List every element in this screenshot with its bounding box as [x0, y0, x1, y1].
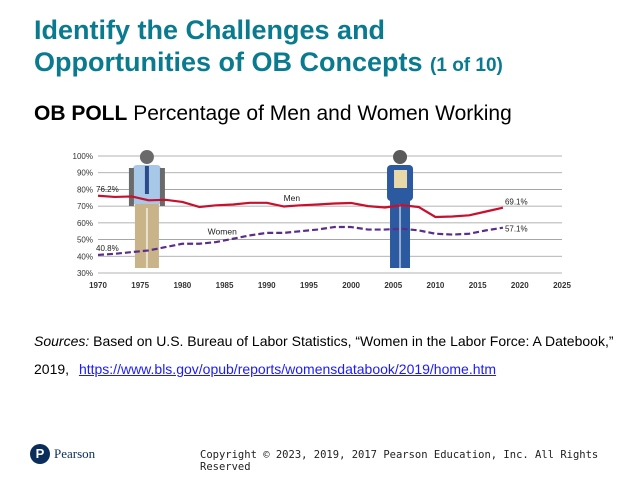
chart-heading: OB POLL Percentage of Men and Women Work… [34, 101, 512, 127]
sources-link[interactable]: https://www.bls.gov/opub/reports/womensd… [78, 361, 497, 377]
end-value-label: 57.1% [505, 225, 528, 234]
series-label-women: Women [208, 227, 237, 237]
x-tick-label: 1985 [216, 281, 234, 290]
y-tick-label: 70% [77, 202, 93, 211]
copyright-notice: Copyright © 2023, 2019, 2017 Pearson Edu… [200, 449, 599, 473]
x-tick-label: 1990 [258, 281, 276, 290]
x-tick-label: 2005 [384, 281, 402, 290]
woman-folder [394, 170, 408, 188]
grid-layer [98, 155, 562, 274]
y-tick-label: 90% [77, 169, 93, 178]
sources-note: Sources: Based on U.S. Bureau of Labor S… [34, 327, 614, 383]
start-value-label: 40.8% [96, 244, 119, 253]
man-arm-left [128, 168, 134, 206]
x-tick-label: 1975 [131, 281, 149, 290]
start-value-label: 76.2% [96, 185, 119, 194]
y-tick-label: 60% [77, 219, 93, 228]
axis-layer: 30% 40% 50% 60% 70% 80% 90% 100% 1970 1975 1980 198… [73, 152, 572, 290]
figure-layer [128, 150, 414, 268]
x-tick-label: 1980 [173, 281, 191, 290]
man-arm-right [159, 168, 165, 206]
man-tie [144, 166, 149, 194]
end-value-label: 69.1% [505, 198, 528, 207]
line-chart: 30% 40% 50% 60% 70% 80% 90% 100% 1970 1975 1980 198… [73, 150, 572, 290]
man-head [139, 150, 154, 164]
pearson-logo: P Pearson [30, 444, 95, 464]
x-tick-label: 2015 [469, 281, 487, 290]
man-figure [128, 150, 165, 268]
x-tick-label: 2010 [427, 281, 445, 290]
poll-description: Percentage of Men and Women Working [133, 102, 512, 125]
y-tick-label: 30% [77, 269, 93, 278]
title-line-1: Identify the Challenges and [34, 15, 386, 45]
series-line-women [97, 225, 504, 257]
y-tick-label: 80% [77, 185, 93, 194]
series-line-men [97, 194, 504, 219]
series-layer [97, 194, 504, 257]
x-tick-label: 1995 [300, 281, 318, 290]
man-trouser-gap [145, 208, 148, 268]
y-tick-label: 100% [73, 152, 93, 161]
y-tick-label: 50% [77, 236, 93, 245]
poll-label: OB POLL [34, 102, 128, 125]
sources-text: Based on U.S. Bureau of Labor Statistics… [34, 333, 614, 377]
label-layer: 76.2% 69.1% 40.8% 57.1% Men Women [96, 185, 528, 253]
series-label-men: Men [284, 193, 301, 203]
slide-counter: (1 of 10) [430, 55, 503, 76]
y-tick-label: 40% [77, 252, 93, 261]
x-tick-label: 2025 [553, 281, 571, 290]
title-line-2: Opportunities of OB Concepts [34, 47, 423, 77]
pearson-wordmark: Pearson [54, 446, 96, 461]
x-tick-label: 1970 [89, 281, 107, 290]
x-tick-label: 2000 [342, 281, 360, 290]
woman-head [393, 150, 408, 164]
sources-label: Sources: [34, 333, 90, 349]
woman-figure [387, 150, 414, 268]
x-tick-label: 2020 [511, 281, 529, 290]
slide-title: Identify the Challenges and Opportunitie… [34, 14, 624, 82]
pearson-mark: P [30, 444, 50, 464]
woman-trouser-gap [399, 204, 402, 268]
